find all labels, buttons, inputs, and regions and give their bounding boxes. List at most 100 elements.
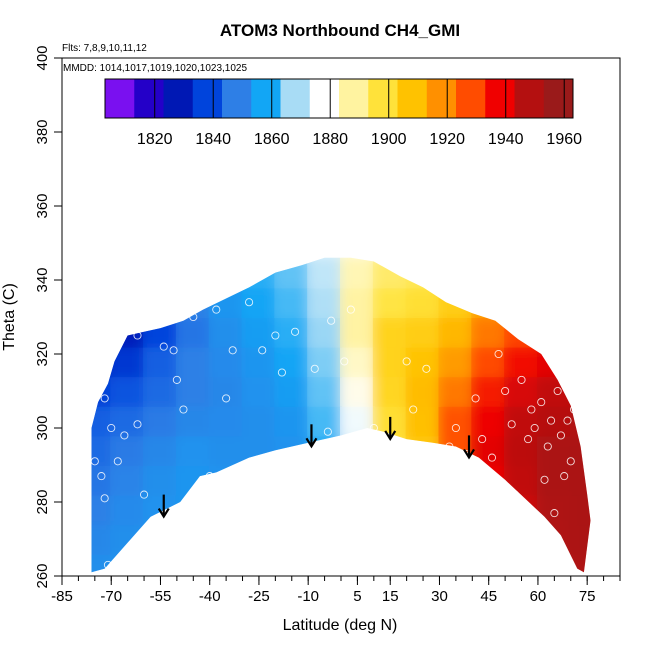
heatmap-cell-overlay xyxy=(569,404,591,437)
x-tick-label: 75 xyxy=(579,588,596,605)
heatmap-cell xyxy=(340,375,375,407)
heatmap-cell-overlay xyxy=(438,375,474,407)
heatmap-cell xyxy=(110,404,146,437)
heatmap-cell-overlay xyxy=(241,286,277,318)
heatmap-cell xyxy=(438,257,474,289)
x-axis-label: Latitude (deg N) xyxy=(283,617,398,634)
heatmap-cell-overlay xyxy=(569,316,591,348)
heatmap-cell-overlay xyxy=(471,523,507,555)
heatmap-cell xyxy=(91,316,113,348)
colorbar-swatch xyxy=(339,79,369,118)
heatmap-cell-overlay xyxy=(471,257,507,289)
x-tick-label: 5 xyxy=(353,588,361,605)
heatmap-cell-overlay xyxy=(208,375,244,407)
heatmap-cell xyxy=(372,286,408,318)
heatmap-cell-overlay xyxy=(91,316,113,348)
heatmap-cell xyxy=(91,257,113,289)
sample-point xyxy=(100,394,109,403)
heatmap-cell-overlay xyxy=(405,464,441,496)
heatmap-cell xyxy=(175,523,211,555)
arrow-marker xyxy=(384,416,397,441)
heatmap-cell xyxy=(372,493,408,526)
heatmap-cell xyxy=(110,375,146,407)
sample-point xyxy=(346,305,355,314)
heatmap-cell xyxy=(91,404,113,437)
heatmap-cell-overlay xyxy=(208,523,244,555)
heatmap-cell-overlay xyxy=(274,434,310,466)
heatmap-cell-overlay xyxy=(504,464,539,496)
sample-point xyxy=(527,405,536,414)
heatmap-cell xyxy=(405,523,441,555)
colorbar-tick-label: 1820 xyxy=(137,131,173,148)
x-tick-label: 30 xyxy=(431,588,448,605)
heatmap-cell-overlay xyxy=(110,523,146,555)
heatmap-cell-overlay xyxy=(504,257,539,289)
heatmap-cell-overlay xyxy=(91,257,113,289)
heatmap-cell xyxy=(504,345,539,378)
heatmap-cell xyxy=(143,464,178,496)
heatmap-cell-overlay xyxy=(274,257,310,289)
y-tick-label: 400 xyxy=(34,45,51,70)
heatmap-cell xyxy=(340,345,375,378)
heatmap-cell-overlay xyxy=(143,404,178,437)
heatmap-cell-overlay xyxy=(241,404,277,437)
heatmap-cell-overlay xyxy=(175,434,211,466)
dates-note: MMDD: 1014,1017,1019,1020,1023,1025 xyxy=(63,63,247,74)
heatmap-cell-overlay xyxy=(340,286,375,318)
heatmap-cell xyxy=(208,434,244,466)
heatmap-cell-overlay xyxy=(536,257,572,289)
heatmap-cell-overlay xyxy=(143,257,178,289)
sample-point xyxy=(510,490,520,499)
heatmap-cell-overlay xyxy=(208,345,244,378)
colorbar-frame xyxy=(104,78,574,119)
heatmap-cell xyxy=(175,257,211,289)
sample-point xyxy=(228,346,237,355)
heatmap-cell-overlay xyxy=(372,523,408,555)
heatmap-cell-overlay xyxy=(504,493,539,526)
heatmap-cell-overlay xyxy=(504,345,539,378)
x-tick-label: -25 xyxy=(248,588,270,605)
heatmap-field xyxy=(91,257,591,573)
colorbar-swatch xyxy=(543,79,574,118)
y-tick-label: 260 xyxy=(34,563,51,588)
heatmap-cell-overlay xyxy=(175,404,211,437)
heatmap-cell-overlay xyxy=(175,493,211,526)
arrows xyxy=(157,416,475,519)
heatmap-cell-overlay xyxy=(569,286,591,318)
y-tick-label: 380 xyxy=(34,119,51,144)
heatmap-cell-overlay xyxy=(307,257,342,289)
sample-point xyxy=(369,423,378,433)
colorbar-swatch xyxy=(485,79,515,118)
heatmap-cell xyxy=(241,404,277,437)
heatmap-cell xyxy=(175,434,211,466)
sample-point xyxy=(212,305,221,314)
heatmap-cell-overlay xyxy=(405,257,441,289)
sample-point xyxy=(422,364,431,373)
sample-points xyxy=(90,298,579,569)
heatmap-cell-overlay xyxy=(307,286,342,318)
heatmap-cell xyxy=(504,257,539,289)
heatmap-cell-overlay xyxy=(569,464,591,496)
sample-point xyxy=(537,398,546,407)
heatmap-cell-overlay xyxy=(110,493,146,526)
sample-point xyxy=(501,386,510,396)
heatmap-cell-overlay xyxy=(307,493,342,526)
heatmap-cell-overlay xyxy=(405,316,441,348)
sample-point xyxy=(245,298,254,307)
heatmap-cell xyxy=(274,345,310,378)
heatmap-cell-overlay xyxy=(438,464,474,496)
heatmap-cell-overlay xyxy=(340,523,375,555)
heatmap-cell xyxy=(110,464,146,496)
sample-point xyxy=(290,327,300,336)
heatmap-cell-overlay xyxy=(340,345,375,378)
sample-point xyxy=(566,457,575,466)
heatmap-cell xyxy=(438,404,474,437)
sample-point xyxy=(205,472,214,481)
sample-point xyxy=(494,349,503,359)
heatmap-cell-overlay xyxy=(438,345,474,378)
colorbar-tick-label: 1940 xyxy=(488,131,524,148)
sample-point xyxy=(478,435,487,444)
heatmap-cell-overlay xyxy=(340,493,375,526)
heatmap-cell-overlay xyxy=(569,434,591,466)
sample-point xyxy=(445,442,454,451)
